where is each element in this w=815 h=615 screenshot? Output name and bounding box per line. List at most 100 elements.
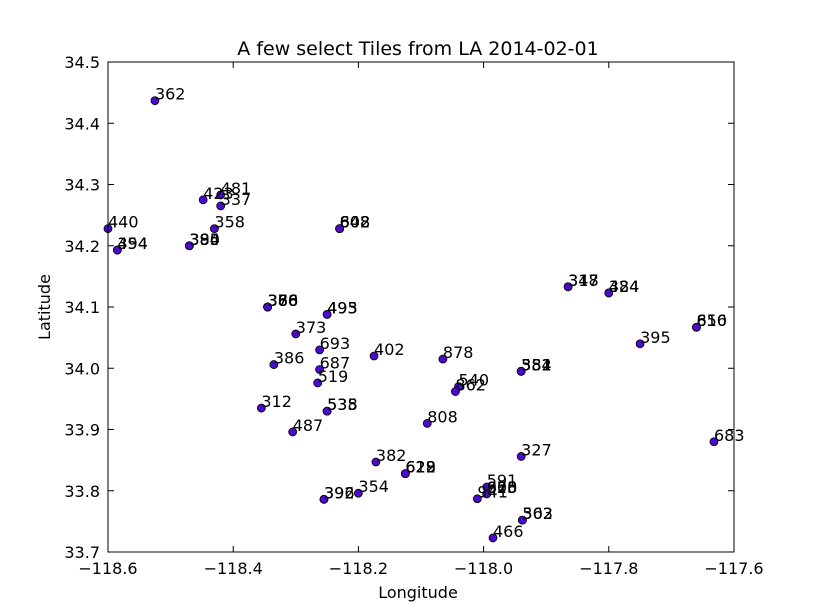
y-tick-label: 34.2 bbox=[64, 237, 100, 256]
y-axis: 33.7 33.8 33.9 34.0 34.1 34.2 34.3 34.4 34.5 bbox=[64, 53, 734, 562]
data-point-label: 337 bbox=[221, 190, 252, 209]
data-point-label: 941 bbox=[477, 483, 508, 502]
data-point-label: 466 bbox=[493, 522, 524, 541]
data-point-label: 487 bbox=[293, 416, 324, 435]
y-tick-label: 33.8 bbox=[64, 482, 100, 501]
data-point-label: 538 bbox=[327, 395, 358, 414]
data-point-label: 454 bbox=[117, 234, 148, 253]
data-point-label: 312 bbox=[261, 392, 292, 411]
data-point-label: 503 bbox=[522, 504, 553, 523]
x-tick-label: −118.0 bbox=[454, 559, 513, 578]
data-point-label: 683 bbox=[714, 426, 745, 445]
y-tick-label: 34.3 bbox=[64, 176, 100, 195]
data-point bbox=[315, 345, 324, 355]
y-tick-label: 34.5 bbox=[64, 53, 100, 72]
data-point-label: 862 bbox=[455, 376, 486, 395]
data-point bbox=[488, 533, 498, 543]
data-point-label: 358 bbox=[214, 213, 245, 232]
data-point bbox=[198, 195, 208, 205]
data-point-label: 878 bbox=[443, 343, 474, 362]
data-point bbox=[422, 418, 432, 428]
data-point-label: 394 bbox=[117, 234, 148, 253]
data-point-label: 402 bbox=[374, 340, 405, 359]
data-point-label: 687 bbox=[320, 353, 351, 372]
data-point-label: 540 bbox=[459, 371, 490, 390]
x-axis: −118.6 −118.4 −118.2 −118.0 −117.8 −117.6 bbox=[78, 62, 764, 578]
data-point bbox=[438, 354, 448, 364]
data-point bbox=[472, 494, 482, 504]
data-point bbox=[516, 366, 526, 376]
data-point-label: 318 bbox=[568, 271, 599, 290]
data-point-label: 386 bbox=[274, 349, 305, 368]
data-point bbox=[216, 201, 226, 211]
data-point bbox=[291, 329, 301, 339]
data-point bbox=[400, 469, 410, 479]
data-point-label: 362 bbox=[522, 504, 553, 523]
data-point bbox=[150, 96, 160, 105]
data-point-label: 395 bbox=[640, 328, 671, 347]
data-point bbox=[563, 282, 573, 292]
data-point-label: 376 bbox=[268, 291, 299, 310]
data-point bbox=[288, 427, 298, 437]
data-point-label: 380 bbox=[189, 230, 220, 249]
data-point bbox=[319, 494, 329, 504]
data-point bbox=[451, 387, 460, 396]
data-point bbox=[518, 515, 527, 525]
data-point-label: 808 bbox=[427, 407, 458, 426]
y-axis-label: Latitude bbox=[35, 274, 54, 340]
data-point bbox=[184, 241, 194, 251]
data-point-label: 380 bbox=[268, 291, 299, 310]
data-point-label: 816 bbox=[696, 311, 727, 330]
chart-title: A few select Tiles from LA 2014-02-01 bbox=[237, 38, 598, 60]
data-point-label: 650 bbox=[696, 311, 727, 330]
data-point-label: 347 bbox=[568, 271, 599, 290]
data-point-label: 848 bbox=[340, 213, 371, 232]
data-point-label: 628 bbox=[487, 478, 518, 497]
data-point-label: 693 bbox=[320, 334, 351, 353]
data-point bbox=[216, 190, 226, 200]
data-point-label: 535 bbox=[327, 395, 358, 414]
data-point-label: 373 bbox=[296, 318, 327, 337]
data-point-label: 900 bbox=[487, 478, 518, 497]
data-point-label: 481 bbox=[221, 179, 252, 198]
data-point bbox=[112, 245, 122, 255]
data-point bbox=[692, 322, 701, 332]
x-tick-label: −117.6 bbox=[704, 559, 763, 578]
data-point-label: 612 bbox=[405, 458, 436, 477]
data-point-label: 395 bbox=[189, 230, 220, 249]
x-axis-label: Longitude bbox=[378, 583, 458, 602]
data-point bbox=[313, 378, 323, 388]
data-point bbox=[353, 488, 363, 498]
data-point-label: 628 bbox=[405, 458, 436, 477]
data-point-label: 382 bbox=[376, 446, 407, 465]
y-tick-label: 33.9 bbox=[64, 421, 100, 440]
data-point bbox=[709, 437, 719, 447]
data-point bbox=[604, 288, 614, 298]
data-point-label: 381 bbox=[521, 355, 552, 374]
data-point-label: 602 bbox=[340, 213, 371, 232]
data-point bbox=[635, 339, 645, 349]
data-point-label: 423 bbox=[203, 184, 234, 203]
data-point-label: 875 bbox=[487, 478, 518, 497]
data-point bbox=[516, 452, 526, 461]
y-tick-label: 33.7 bbox=[64, 543, 100, 562]
data-point bbox=[322, 309, 332, 319]
data-point-label: 362 bbox=[155, 85, 186, 104]
data-point bbox=[210, 224, 219, 234]
data-point bbox=[322, 406, 332, 416]
y-tick-label: 34.1 bbox=[64, 298, 100, 317]
data-point-label: 495 bbox=[327, 298, 358, 317]
x-tick-label: −118.2 bbox=[329, 559, 388, 578]
x-tick-label: −118.6 bbox=[78, 559, 137, 578]
data-point-label: 608 bbox=[340, 213, 371, 232]
data-point-label: 552 bbox=[521, 355, 552, 374]
data-point bbox=[371, 457, 381, 467]
data-point-label: 519 bbox=[318, 367, 349, 386]
x-tick-label: −117.8 bbox=[579, 559, 638, 578]
data-point bbox=[482, 489, 492, 499]
x-tick-label: −118.4 bbox=[204, 559, 263, 578]
data-point-label: 392 bbox=[324, 483, 355, 502]
